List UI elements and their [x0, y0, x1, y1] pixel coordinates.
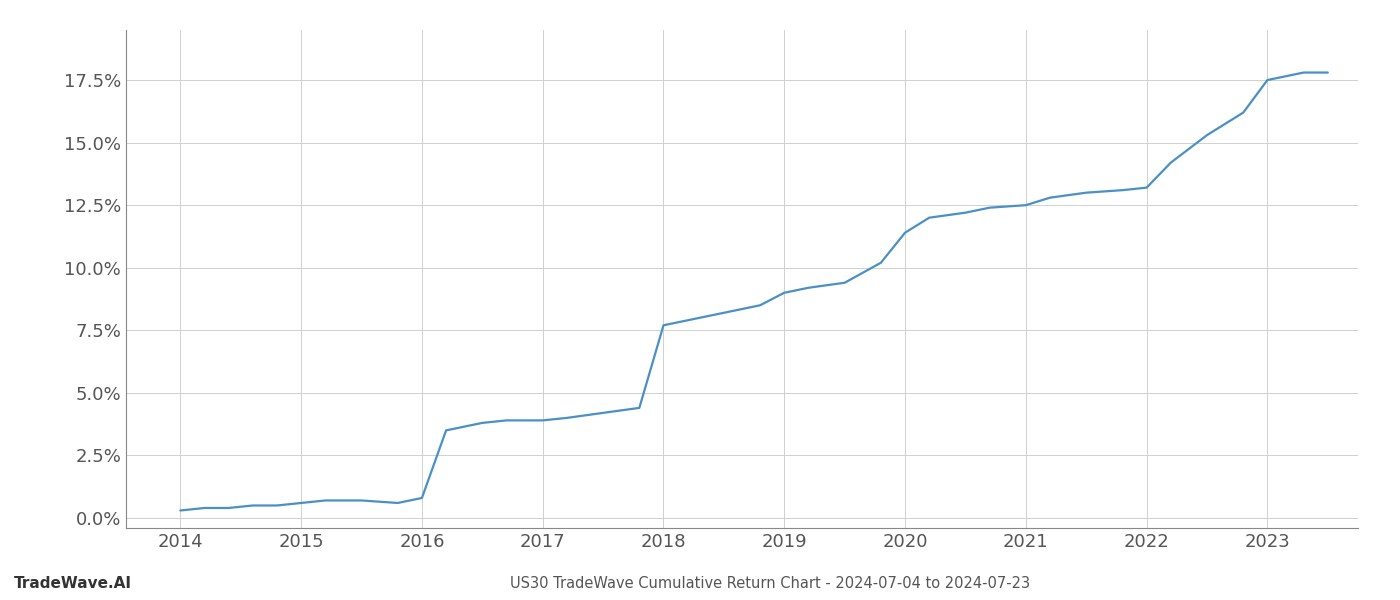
Text: US30 TradeWave Cumulative Return Chart - 2024-07-04 to 2024-07-23: US30 TradeWave Cumulative Return Chart -…	[510, 576, 1030, 591]
Text: TradeWave.AI: TradeWave.AI	[14, 576, 132, 591]
